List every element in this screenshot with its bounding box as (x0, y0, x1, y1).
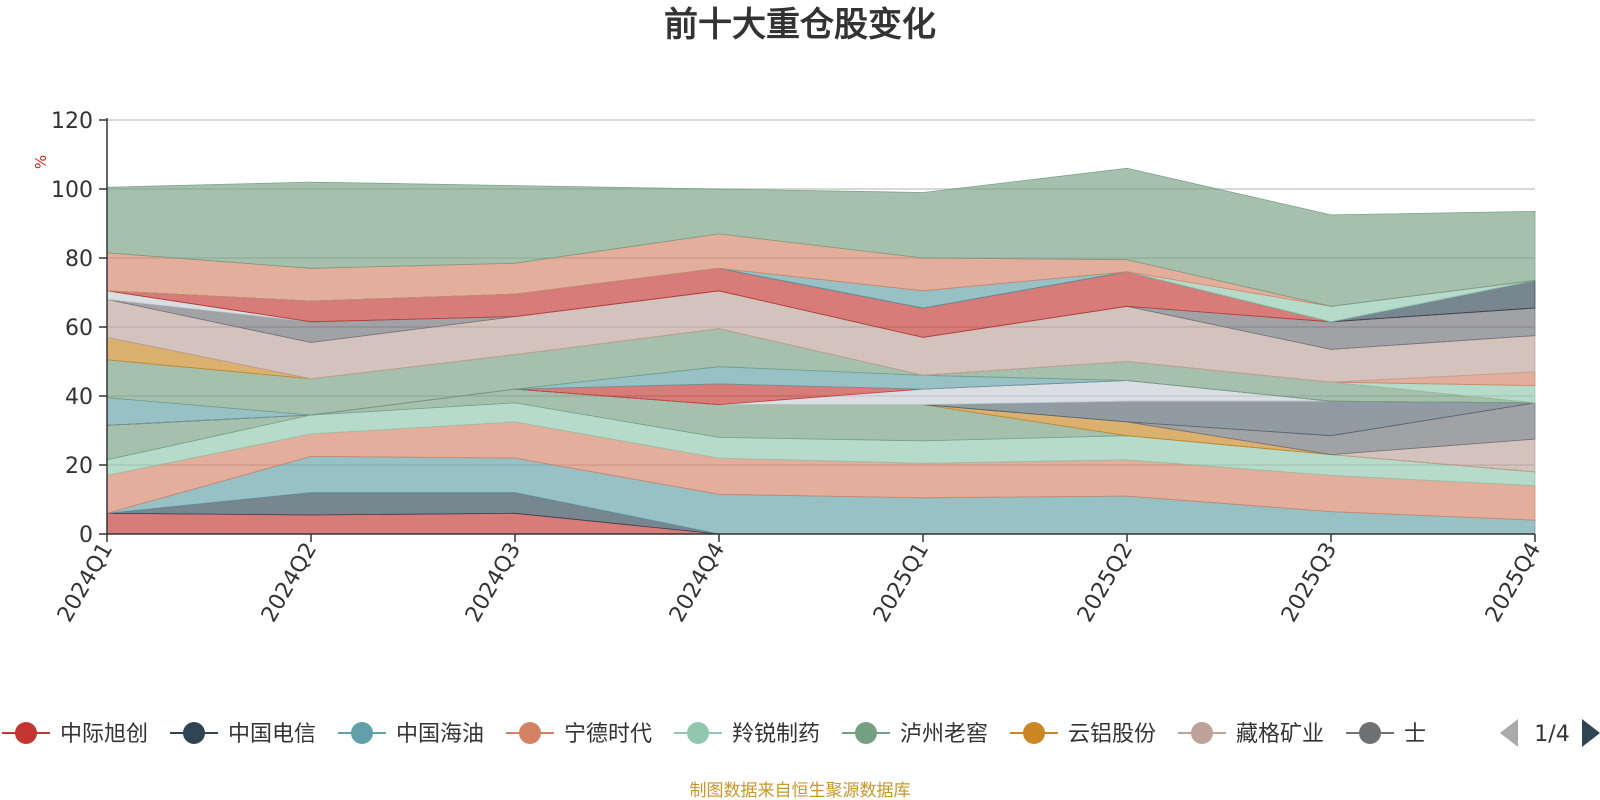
legend-label: 泸州老窖 (900, 722, 988, 747)
legend-label: 中际旭创 (60, 722, 148, 747)
legend-label: 藏格矿业 (1236, 722, 1324, 747)
x-tick-label: 2025Q2 (1073, 539, 1138, 627)
legend-item[interactable]: 宁德时代 (506, 722, 652, 747)
legend-pager-backdrop (1476, 713, 1600, 753)
x-tick-label: 2025Q3 (1277, 539, 1342, 627)
chart-title: 前十大重仓股变化 (664, 5, 936, 45)
legend-item[interactable]: 藏格矿业 (1178, 722, 1324, 747)
legend-label: 士 (1404, 722, 1426, 747)
x-tick-label: 2024Q3 (461, 539, 526, 627)
y-tick-label: 40 (65, 385, 93, 410)
legend-label: 云铝股份 (1068, 722, 1156, 747)
stacked-areas (106, 167, 1536, 535)
legend-label: 中国海油 (396, 722, 484, 747)
y-axis-unit: % (32, 155, 50, 169)
y-tick-label: 120 (51, 109, 93, 134)
legend-marker-icon (687, 722, 709, 744)
legend: 中际旭创 中国电信 中国海油 宁德时代 羚锐制药 泸州老窖 云铝股份 藏格矿业 士 (2, 722, 1426, 747)
legend-page-indicator: 1/4 (1534, 722, 1569, 747)
legend-pager: 1/4 (1476, 713, 1600, 753)
legend-marker-icon (519, 722, 541, 744)
legend-item[interactable]: 云铝股份 (1010, 722, 1156, 747)
data-source-note: 制图数据来自恒生聚源数据库 (690, 781, 911, 800)
x-tick-label: 2025Q1 (869, 539, 934, 627)
y-tick-label: 20 (65, 454, 93, 479)
legend-item[interactable]: 士 (1346, 722, 1426, 747)
legend-marker-icon (855, 722, 877, 744)
y-tick-label: 0 (79, 523, 93, 548)
legend-label: 中国电信 (228, 722, 316, 747)
legend-label: 羚锐制药 (732, 722, 820, 747)
x-tick-label: 2024Q2 (257, 539, 322, 627)
legend-item[interactable]: 中际旭创 (2, 722, 148, 747)
x-tick-label: 2024Q1 (53, 539, 118, 627)
legend-marker-icon (1191, 722, 1213, 744)
legend-marker-icon (183, 722, 205, 744)
y-tick-label: 80 (65, 247, 93, 272)
legend-item[interactable]: 泸州老窖 (842, 722, 988, 747)
legend-marker-icon (1359, 722, 1381, 744)
legend-item[interactable]: 中国电信 (170, 722, 316, 747)
legend-item[interactable]: 羚锐制药 (674, 722, 820, 747)
legend-prev-icon[interactable] (1500, 719, 1518, 747)
y-tick-label: 60 (65, 316, 93, 341)
legend-label: 宁德时代 (564, 722, 652, 747)
x-tick-label: 2024Q4 (665, 539, 730, 627)
legend-marker-icon (351, 722, 373, 744)
y-tick-label: 100 (51, 178, 93, 203)
x-tick-label: 2025Q4 (1481, 539, 1546, 627)
legend-marker-icon (1023, 722, 1045, 744)
legend-item[interactable]: 中国海油 (338, 722, 484, 747)
legend-marker-icon (15, 722, 37, 744)
area-series-27 (106, 167, 1536, 307)
legend-next-icon[interactable] (1582, 719, 1600, 747)
